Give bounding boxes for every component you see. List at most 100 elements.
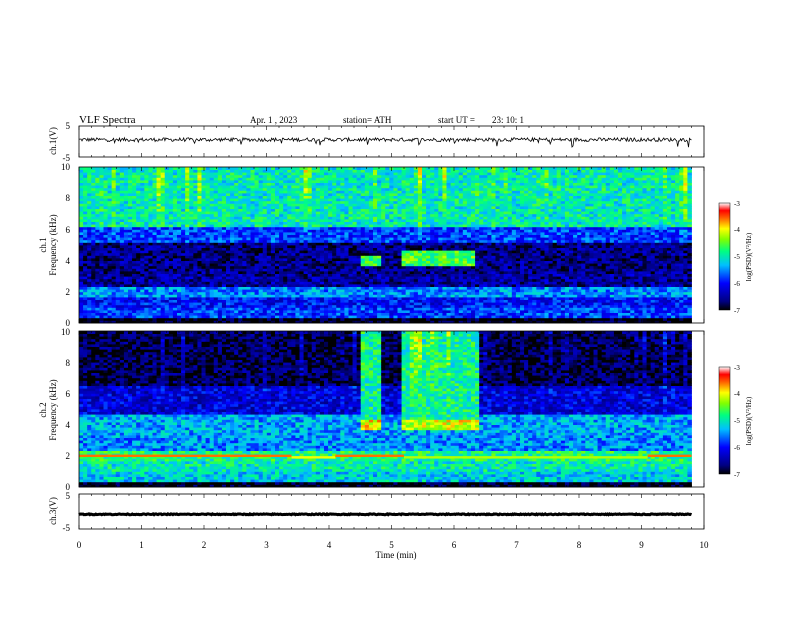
spectrogram-cell	[99, 255, 103, 258]
spectrogram-cell	[140, 294, 144, 297]
spectrogram-cell	[87, 292, 91, 295]
spectrogram-cell	[144, 313, 148, 316]
spectrogram-cell	[365, 261, 369, 264]
spectrogram-cell	[95, 315, 99, 318]
spectrogram-cell	[87, 287, 91, 290]
spectrogram-cell	[275, 227, 279, 230]
spectrogram-cell	[132, 232, 136, 235]
spectrogram-cell	[402, 294, 406, 297]
spectrogram-cell	[226, 292, 230, 295]
spectrogram-cell	[300, 180, 304, 183]
spectrogram-cell	[373, 237, 377, 240]
spectrogram-cell	[79, 211, 83, 214]
spectrogram-cell	[398, 250, 402, 253]
spectrogram-cell	[173, 250, 177, 253]
spectrogram-cell	[357, 281, 361, 284]
spectrogram-cell	[357, 198, 361, 201]
spectrogram-cell	[287, 253, 291, 256]
spectrogram-cell	[226, 263, 230, 266]
spectrogram-cell	[255, 261, 259, 264]
spectrogram-cell	[108, 248, 112, 251]
spectrogram-cell	[120, 235, 124, 238]
spectrogram-cell	[283, 279, 287, 282]
spectrogram-cell	[120, 281, 124, 284]
spectrogram-cell	[336, 196, 340, 199]
spectrogram-cell	[140, 196, 144, 199]
spectrogram-cell	[120, 214, 124, 217]
spectrogram-cell	[251, 281, 255, 284]
spectrogram-cell	[206, 224, 210, 227]
spectrogram-cell	[112, 253, 116, 256]
spectrogram-cell	[349, 219, 353, 222]
spectrogram-cell	[210, 305, 214, 308]
spectrogram-cell	[79, 167, 83, 170]
spectrogram-cell	[202, 255, 206, 258]
spectrogram-cell	[312, 307, 316, 310]
spectrogram-cell	[128, 302, 132, 305]
ch1-spec-ylabel: Frequency (kHz)	[48, 214, 58, 275]
spectrogram-cell	[291, 229, 295, 232]
spectrogram-cell	[193, 237, 197, 240]
spectrogram-cell	[153, 232, 157, 235]
spectrogram-cell	[193, 300, 197, 303]
spectrogram-cell	[398, 224, 402, 227]
spectrogram-cell	[181, 307, 185, 310]
spectrogram-cell	[197, 255, 201, 258]
spectrogram-cell	[365, 172, 369, 175]
spectrogram-cell	[79, 310, 83, 313]
spectrogram-cell	[271, 274, 275, 277]
spectrogram-cell	[332, 222, 336, 225]
spectrogram-cell	[140, 240, 144, 243]
spectrogram-cell	[128, 307, 132, 310]
spectrogram-cell	[295, 224, 299, 227]
spectrogram-cell	[91, 224, 95, 227]
spectrogram-cell	[402, 177, 406, 180]
spectrogram-cell	[189, 232, 193, 235]
spectrogram-cell	[79, 313, 83, 316]
spectrogram-cell	[206, 289, 210, 292]
spectrogram-cell	[104, 248, 108, 251]
spectrogram-cell	[381, 294, 385, 297]
spectrogram-cell	[291, 180, 295, 183]
spectrogram-cell	[206, 305, 210, 308]
spectrogram-cell	[406, 255, 410, 258]
spectrogram-cell	[79, 180, 83, 183]
spectrogram-cell	[365, 203, 369, 206]
spectrogram-cell	[222, 175, 226, 178]
spectrogram-cell	[87, 310, 91, 313]
spectrogram-cell	[312, 313, 316, 316]
spectrogram-cell	[157, 258, 161, 261]
spectrogram-cell	[112, 237, 116, 240]
spectrogram-cell	[287, 289, 291, 292]
spectrogram-cell	[230, 196, 234, 199]
spectrogram-cell	[259, 232, 263, 235]
spectrogram-cell	[185, 232, 189, 235]
spectrogram-cell	[410, 305, 414, 308]
spectrogram-cell	[177, 188, 181, 191]
spectrogram-cell	[406, 271, 410, 274]
spectrogram-cell	[393, 294, 397, 297]
spectrogram-cell	[202, 188, 206, 191]
spectrogram-cell	[369, 263, 373, 266]
spectrogram-cell	[173, 175, 177, 178]
spectrogram-cell	[377, 255, 381, 258]
spectrogram-cell	[328, 245, 332, 248]
spectrogram-cell	[365, 235, 369, 238]
spectrogram-cell	[283, 167, 287, 170]
spectrogram-cell	[377, 242, 381, 245]
spectrogram-cell	[210, 310, 214, 313]
spectrogram-cell	[210, 206, 214, 209]
spectrogram-cell	[255, 266, 259, 269]
spectrogram-cell	[112, 310, 116, 313]
spectrogram-cell	[365, 222, 369, 225]
spectrogram-cell	[177, 289, 181, 292]
spectrogram-cell	[210, 172, 214, 175]
spectrogram-cell	[95, 190, 99, 193]
spectrogram-cell	[95, 216, 99, 219]
spectrogram-cell	[230, 183, 234, 186]
spectrogram-cell	[197, 172, 201, 175]
spectrogram-cell	[320, 190, 324, 193]
spectrogram-cell	[283, 250, 287, 253]
spectrogram-cell	[165, 177, 169, 180]
spectrogram-cell	[222, 271, 226, 274]
